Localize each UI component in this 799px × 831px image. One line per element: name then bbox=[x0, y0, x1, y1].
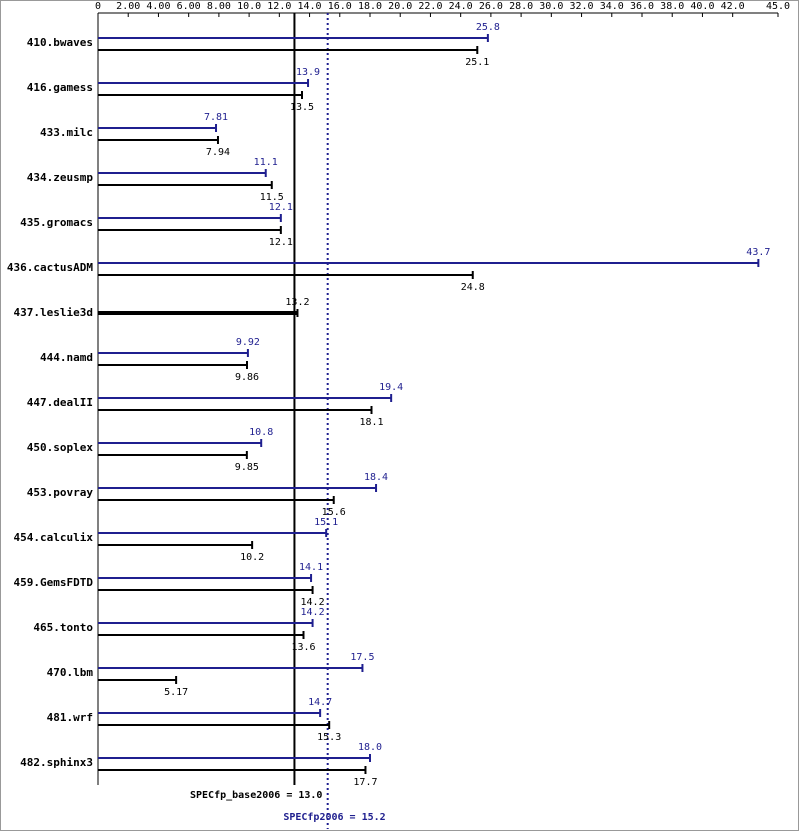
x-tick-label: 6.00 bbox=[177, 1, 201, 12]
value-label: 13.6 bbox=[291, 642, 315, 653]
x-tick-label: 2.00 bbox=[116, 1, 140, 12]
value-label: 9.86 bbox=[235, 372, 259, 383]
category-label: 434.zeusmp bbox=[27, 171, 94, 184]
x-tick-label: 38.0 bbox=[660, 1, 684, 12]
base-label: SPECfp_base2006 = 13.0 bbox=[190, 790, 322, 801]
category-label: 435.gromacs bbox=[20, 216, 93, 229]
x-tick-label: 36.0 bbox=[630, 1, 654, 12]
x-tick-label: 34.0 bbox=[600, 1, 624, 12]
category-label: 482.sphinx3 bbox=[20, 756, 93, 769]
value-label: 14.2 bbox=[301, 607, 325, 618]
value-label: 18.1 bbox=[359, 417, 383, 428]
x-tick-label: 30.0 bbox=[539, 1, 563, 12]
value-label: 18.4 bbox=[364, 472, 388, 483]
x-tick-label: 8.00 bbox=[207, 1, 231, 12]
value-label: 10.8 bbox=[249, 427, 273, 438]
value-label: 11.5 bbox=[260, 192, 284, 203]
category-label: 450.soplex bbox=[27, 441, 94, 454]
category-label: 481.wrf bbox=[47, 711, 93, 724]
value-label: 11.1 bbox=[254, 157, 278, 168]
x-tick-label: 18.0 bbox=[358, 1, 382, 12]
x-tick-label: 12.0 bbox=[267, 1, 291, 12]
x-tick-label: 28.0 bbox=[509, 1, 533, 12]
value-label: 15.1 bbox=[314, 517, 338, 528]
value-label: 24.8 bbox=[461, 282, 485, 293]
x-tick-label: 10.0 bbox=[237, 1, 261, 12]
value-label: 14.2 bbox=[301, 597, 325, 608]
value-label: 10.2 bbox=[240, 552, 264, 563]
value-label: 5.17 bbox=[164, 687, 188, 698]
category-label: 447.dealII bbox=[27, 396, 93, 409]
peak-label: SPECfp2006 = 15.2 bbox=[283, 812, 385, 823]
value-label: 14.1 bbox=[299, 562, 323, 573]
value-label: 9.92 bbox=[236, 337, 260, 348]
x-tick-label: 4.00 bbox=[146, 1, 170, 12]
value-label: 13.9 bbox=[296, 67, 320, 78]
x-tick-label: 24.0 bbox=[449, 1, 473, 12]
category-label: 465.tonto bbox=[33, 621, 93, 634]
value-label: 17.5 bbox=[350, 652, 374, 663]
x-tick-label: 14.0 bbox=[298, 1, 322, 12]
x-tick-label: 42.0 bbox=[721, 1, 745, 12]
x-tick-label: 0 bbox=[95, 1, 101, 12]
value-label: 7.81 bbox=[204, 112, 228, 123]
value-label: 17.7 bbox=[353, 777, 377, 788]
x-tick-label: 26.0 bbox=[479, 1, 503, 12]
category-label: 470.lbm bbox=[47, 666, 94, 679]
value-label: 25.1 bbox=[465, 57, 489, 68]
value-label: 43.7 bbox=[746, 247, 770, 258]
category-label: 416.gamess bbox=[27, 81, 93, 94]
value-label: 13.2 bbox=[285, 297, 309, 308]
value-label: 7.94 bbox=[206, 147, 230, 158]
category-label: 453.povray bbox=[27, 486, 94, 499]
value-label: 12.1 bbox=[269, 237, 293, 248]
value-label: 25.8 bbox=[476, 22, 500, 33]
x-tick-label: 22.0 bbox=[418, 1, 442, 12]
value-label: 12.1 bbox=[269, 202, 293, 213]
category-label: 444.namd bbox=[40, 351, 93, 364]
x-tick-label: 32.0 bbox=[570, 1, 594, 12]
category-label: 410.bwaves bbox=[27, 36, 93, 49]
value-label: 15.6 bbox=[322, 507, 346, 518]
x-tick-label: 16.0 bbox=[328, 1, 352, 12]
category-label: 454.calculix bbox=[14, 531, 94, 544]
category-label: 436.cactusADM bbox=[7, 261, 93, 274]
category-label: 433.milc bbox=[40, 126, 93, 139]
value-label: 15.3 bbox=[317, 732, 341, 743]
x-tick-label: 40.0 bbox=[690, 1, 714, 12]
category-label: 437.leslie3d bbox=[14, 306, 93, 319]
value-label: 13.5 bbox=[290, 102, 314, 113]
value-label: 19.4 bbox=[379, 382, 403, 393]
value-label: 9.85 bbox=[235, 462, 259, 473]
value-label: 18.0 bbox=[358, 742, 382, 753]
value-label: 14.7 bbox=[308, 697, 332, 708]
x-tick-label: 20.0 bbox=[388, 1, 412, 12]
x-tick-label: 45.0 bbox=[766, 1, 790, 12]
category-label: 459.GemsFDTD bbox=[14, 576, 94, 589]
